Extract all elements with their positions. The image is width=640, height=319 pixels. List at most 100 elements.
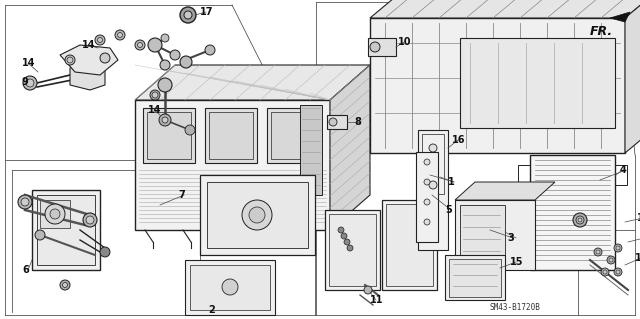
Circle shape — [180, 56, 192, 68]
Polygon shape — [370, 0, 640, 18]
Circle shape — [614, 268, 622, 276]
Bar — [205, 108, 257, 163]
Circle shape — [609, 258, 613, 262]
Circle shape — [26, 79, 34, 87]
Bar — [300, 105, 322, 195]
Circle shape — [23, 76, 37, 90]
Circle shape — [576, 216, 584, 224]
Circle shape — [185, 125, 195, 135]
Circle shape — [424, 159, 430, 165]
Circle shape — [596, 250, 600, 254]
Circle shape — [594, 248, 602, 256]
Circle shape — [18, 195, 32, 209]
Text: 17: 17 — [200, 7, 214, 17]
Polygon shape — [135, 65, 370, 100]
Text: 11: 11 — [370, 295, 383, 305]
Circle shape — [65, 55, 75, 65]
Circle shape — [344, 239, 350, 245]
Circle shape — [607, 256, 615, 264]
Bar — [329, 214, 376, 286]
Circle shape — [424, 219, 430, 225]
Circle shape — [180, 7, 196, 23]
Bar — [422, 134, 444, 194]
Circle shape — [603, 270, 607, 274]
Circle shape — [100, 53, 110, 63]
Circle shape — [83, 213, 97, 227]
Circle shape — [424, 199, 430, 205]
Circle shape — [118, 33, 122, 38]
Bar — [382, 200, 437, 290]
Text: 12: 12 — [635, 253, 640, 263]
Circle shape — [338, 227, 344, 233]
Circle shape — [152, 92, 158, 98]
Circle shape — [429, 144, 437, 152]
Circle shape — [148, 38, 162, 52]
Circle shape — [242, 200, 272, 230]
Bar — [143, 108, 195, 163]
Bar — [37, 195, 95, 265]
Text: 4: 4 — [620, 165, 627, 175]
Circle shape — [138, 42, 143, 48]
Bar — [460, 38, 615, 128]
Circle shape — [347, 245, 353, 251]
Text: 14: 14 — [82, 40, 95, 50]
Bar — [416, 152, 438, 242]
Text: 15: 15 — [510, 257, 524, 267]
Circle shape — [97, 38, 102, 42]
Text: FR.: FR. — [590, 25, 613, 38]
Circle shape — [162, 117, 168, 123]
Circle shape — [100, 247, 110, 257]
Bar — [460, 205, 505, 260]
Bar — [185, 260, 275, 315]
Circle shape — [429, 181, 437, 189]
Circle shape — [135, 40, 145, 50]
Text: 7: 7 — [178, 190, 185, 200]
Text: 1: 1 — [448, 177, 455, 187]
Circle shape — [160, 60, 170, 70]
Circle shape — [95, 35, 105, 45]
Circle shape — [86, 216, 94, 224]
Polygon shape — [330, 65, 370, 230]
Circle shape — [115, 30, 125, 40]
Polygon shape — [625, 0, 640, 153]
Circle shape — [222, 279, 238, 295]
Circle shape — [50, 209, 60, 219]
Bar — [530, 155, 615, 270]
Circle shape — [35, 230, 45, 240]
Circle shape — [170, 50, 180, 60]
Circle shape — [601, 268, 609, 276]
Bar — [207, 182, 308, 248]
Text: 10: 10 — [398, 37, 412, 47]
Bar — [445, 255, 505, 300]
Bar — [32, 190, 100, 270]
Bar — [40, 200, 70, 228]
Circle shape — [67, 57, 73, 63]
Circle shape — [60, 280, 70, 290]
Bar — [271, 112, 315, 159]
Bar — [190, 265, 270, 310]
Circle shape — [161, 34, 169, 42]
Circle shape — [158, 78, 172, 92]
Circle shape — [249, 207, 265, 223]
Circle shape — [184, 11, 192, 19]
Circle shape — [205, 45, 215, 55]
Bar — [200, 175, 315, 255]
Circle shape — [159, 114, 171, 126]
Circle shape — [150, 90, 160, 100]
Text: 16: 16 — [452, 135, 465, 145]
Bar — [267, 108, 319, 163]
Circle shape — [341, 233, 347, 239]
Circle shape — [616, 246, 620, 250]
Bar — [449, 259, 501, 297]
Bar — [147, 112, 191, 159]
Circle shape — [370, 42, 380, 52]
Circle shape — [616, 270, 620, 274]
Bar — [615, 165, 627, 185]
Text: SM43-B1720B: SM43-B1720B — [490, 303, 541, 313]
Bar — [518, 165, 530, 185]
Circle shape — [21, 198, 29, 206]
Polygon shape — [610, 12, 630, 22]
Bar — [325, 210, 380, 290]
Circle shape — [573, 213, 587, 227]
Text: 6: 6 — [22, 265, 29, 275]
